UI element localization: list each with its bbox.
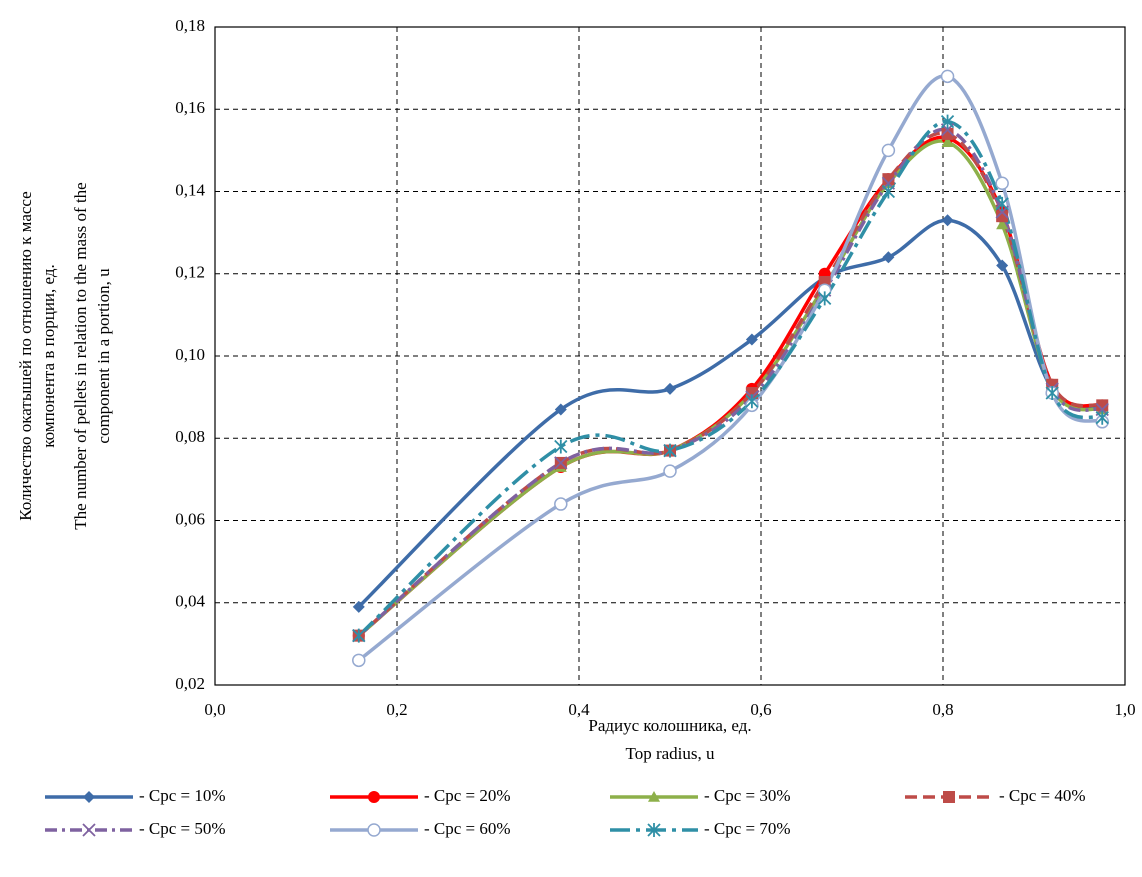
legend-label: - Cpc = 60% [424,819,511,838]
x-tick-label: 0,8 [932,700,953,719]
y-axis-title: The number of pellets in relation to the… [71,182,90,529]
legend-label: - Cpc = 30% [704,786,791,805]
y-tick-label: 0,02 [175,674,205,693]
y-tick-label: 0,04 [175,592,205,611]
marker [881,143,896,158]
legend-marker [648,791,660,802]
marker [554,403,567,416]
marker [554,497,568,511]
marker [554,456,568,470]
marker [882,173,895,186]
x-tick-label: 0,6 [750,700,771,719]
legend-item: - Cpc = 30% [610,786,791,805]
legend-item: - Cpc = 10% [45,786,226,805]
x-tick-label: 1,0 [1114,700,1135,719]
marker [663,443,677,458]
x-tick-label: 0,4 [568,700,590,719]
legend-marker [943,791,955,803]
marker [996,210,1009,223]
legend-label: - Cpc = 10% [139,786,226,805]
marker [996,218,1009,230]
legend-marker [647,823,661,837]
legend-marker [368,791,380,803]
marker [995,176,1009,191]
marker [995,196,1009,211]
marker [941,136,954,147]
marker [554,439,568,454]
series-line [357,119,1104,637]
x-axis-title: Top radius, u [626,744,715,763]
y-tick-label: 0,16 [175,98,205,117]
marker [882,251,895,264]
legend-item: - Cpc = 70% [610,819,791,838]
marker [941,127,954,140]
x-axis-title: Радиус колошника, ед. [588,716,751,735]
legend-label: - Cpc = 40% [999,786,1086,805]
y-tick-label: 0,12 [175,263,205,282]
marker [352,653,366,668]
legend-item: - Cpc = 20% [330,786,511,805]
plot-border [214,26,1126,686]
marker [1096,399,1109,412]
x-tick-label: 0,2 [386,700,407,719]
marker [352,628,366,643]
y-axis-title: component in a portion, u [94,268,113,444]
legend-label: - Cpc = 50% [139,819,226,838]
y-axis-title: Количество окатышей по отношению к массе [16,191,35,520]
y-axis-title: компонента в порции, ед. [39,264,58,448]
marker [1095,410,1109,425]
legend-item: - Cpc = 50% [45,819,226,838]
marker [745,394,759,409]
marker [745,387,758,400]
marker [940,69,955,84]
y-tick-label: 0,08 [175,427,205,446]
y-tick-label: 0,10 [175,345,205,364]
marker [940,114,955,129]
legend-item: - Cpc = 60% [330,819,511,838]
legend-marker [367,823,381,837]
legend-marker [82,823,96,837]
legend-label: - Cpc = 70% [704,819,791,838]
marker [663,464,677,478]
legend-label: - Cpc = 20% [424,786,511,805]
x-tick-label: 0,0 [204,700,225,719]
marker [1045,386,1059,401]
marker [818,291,832,306]
marker [941,214,954,227]
marker [996,259,1009,272]
y-tick-label: 0,06 [175,509,205,528]
marker [881,184,896,199]
legend-item: - Cpc = 40% [905,786,1086,805]
y-tick-label: 0,18 [175,16,205,35]
marker [352,600,365,613]
marker [745,333,758,346]
y-tick-label: 0,14 [175,180,205,199]
marker [664,382,676,395]
legend-marker [83,791,95,803]
series-line [357,74,1104,662]
